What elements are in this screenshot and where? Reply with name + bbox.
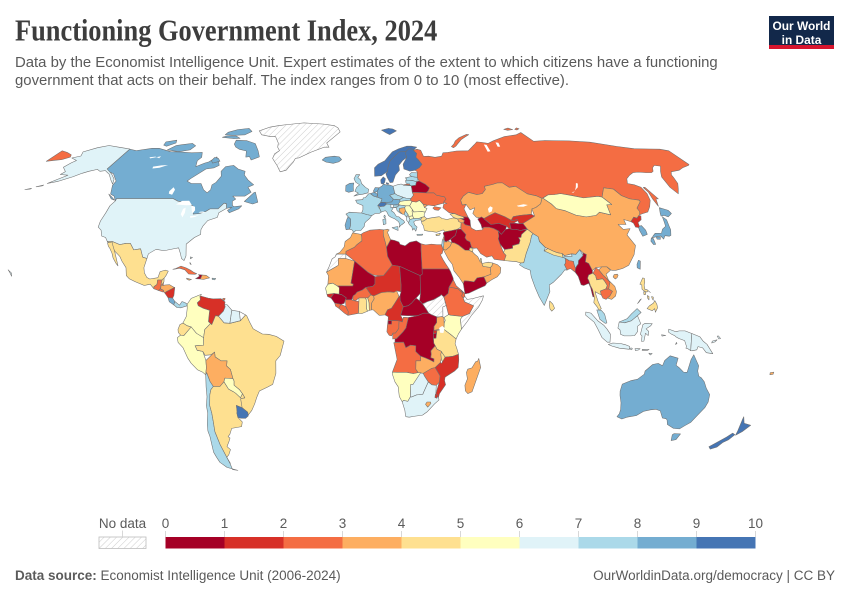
svg-text:0: 0 — [162, 516, 170, 531]
svg-text:8: 8 — [634, 516, 642, 531]
svg-text:2: 2 — [280, 516, 288, 531]
svg-text:10: 10 — [748, 516, 763, 531]
svg-text:9: 9 — [693, 516, 701, 531]
svg-text:1: 1 — [221, 516, 229, 531]
svg-text:No data: No data — [99, 516, 147, 531]
svg-text:7: 7 — [575, 516, 583, 531]
svg-text:6: 6 — [516, 516, 524, 531]
svg-text:3: 3 — [339, 516, 347, 531]
svg-text:5: 5 — [457, 516, 465, 531]
svg-text:4: 4 — [398, 516, 406, 531]
